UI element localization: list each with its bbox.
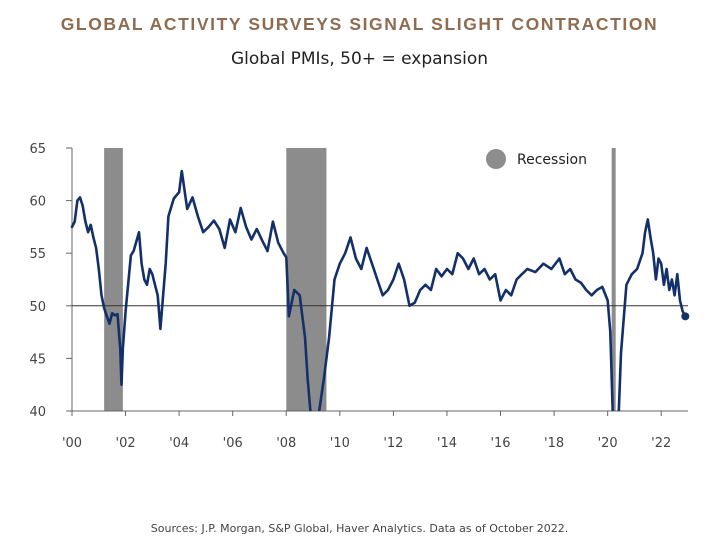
x-tick-label-2016: '16	[490, 436, 510, 451]
x-tick-label-2010: '10	[330, 436, 350, 451]
x-tick-label-2020: '20	[598, 436, 618, 451]
x-tick-label-2002: '02	[116, 436, 136, 451]
series-line-pmi	[70, 169, 687, 411]
x-tick-label-2012: '12	[383, 436, 403, 451]
x-tick-label-2008: '08	[276, 436, 296, 451]
y-tick-label-60: 60	[29, 195, 46, 210]
x-tick-label-2022: '22	[651, 436, 671, 451]
chart-title: GLOBAL ACTIVITY SURVEYS SIGNAL SLIGHT CO…	[60, 14, 659, 34]
x-tick-label-2004: '04	[169, 436, 189, 451]
y-tick-label-45: 45	[29, 352, 46, 367]
y-tick-label-55: 55	[29, 247, 46, 262]
recession-band-1	[104, 148, 123, 411]
legend-recession-marker	[486, 149, 506, 169]
series-endpoint-marker	[681, 312, 690, 321]
x-tick-label-2000: '00	[62, 436, 82, 451]
source-note: Sources: J.P. Morgan, S&P Global, Haver …	[150, 522, 569, 535]
x-tick-label-2006: '06	[223, 436, 243, 451]
y-tick-label-50: 50	[29, 300, 46, 315]
x-tick-label-2018: '18	[544, 436, 564, 451]
chart-subtitle: Global PMIs, 50+ = expansion	[230, 49, 489, 69]
y-tick-label-65: 65	[29, 142, 46, 157]
x-tick-label-2014: '14	[437, 436, 457, 451]
legend-recession-label: Recession	[517, 152, 587, 168]
recession-band-3	[611, 148, 616, 411]
y-tick-label-40: 40	[29, 405, 46, 420]
